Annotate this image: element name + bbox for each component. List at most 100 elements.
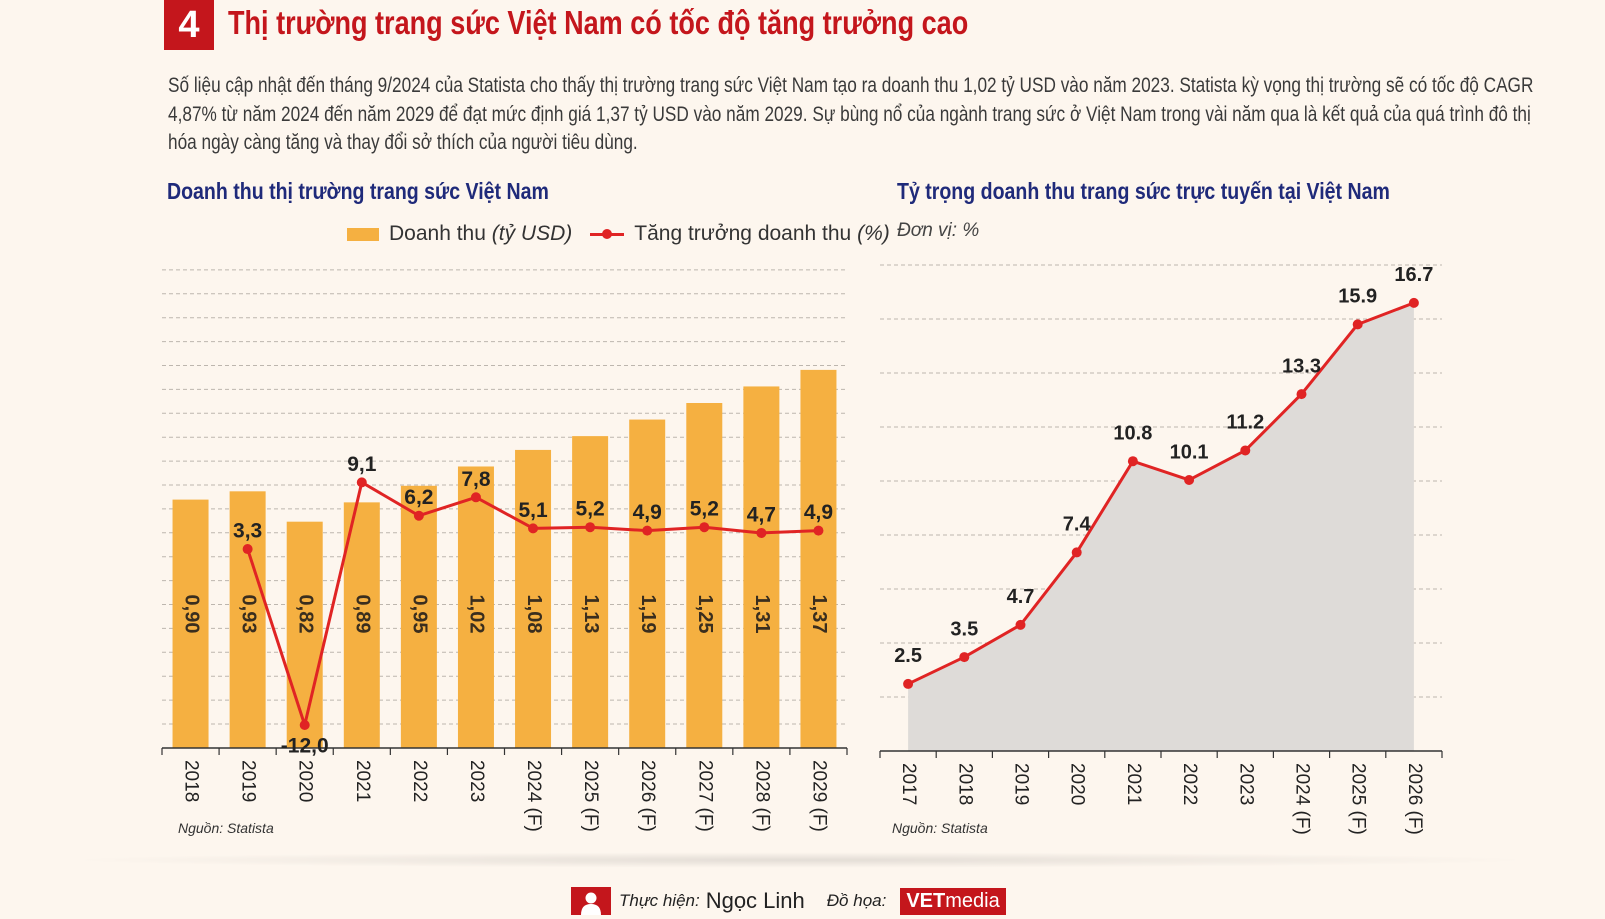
growth-value-label: 9,1 bbox=[347, 453, 377, 476]
bar-value-label: 1,08 bbox=[523, 595, 545, 634]
revenue-bar bbox=[572, 436, 609, 748]
x-tick-label: 2021 bbox=[1123, 763, 1144, 805]
revenue-bar bbox=[172, 499, 209, 748]
bar-value-label: 1,19 bbox=[637, 595, 659, 634]
growth-point bbox=[528, 523, 539, 534]
revenue-chart: 0,90 0,93 0,82 0,89 0,95 1,02 1,08 1,13 1,19 1,25… bbox=[161, 269, 848, 832]
share-point bbox=[1184, 474, 1195, 485]
bar-value-label: 1,02 bbox=[466, 595, 488, 634]
x-tick-label: 2026 (F) bbox=[637, 760, 658, 832]
share-point bbox=[1071, 547, 1082, 558]
revenue-bar bbox=[457, 466, 494, 748]
growth-value-label: 4,9 bbox=[633, 501, 662, 524]
x-tick-label: 2018 bbox=[954, 763, 975, 805]
share-value-label: 10.8 bbox=[1113, 422, 1152, 444]
page-title: Thị trường trang sức Việt Nam có tốc độ … bbox=[228, 4, 969, 41]
x-tick-label: 2023 bbox=[466, 760, 487, 802]
bar-value-label: 0,82 bbox=[294, 595, 316, 634]
growth-point bbox=[813, 525, 824, 536]
legend-bar-unit: (tỷ USD) bbox=[491, 222, 573, 245]
growth-value-label: -12,0 bbox=[281, 735, 329, 758]
bar-value-label: 1,31 bbox=[751, 595, 773, 634]
x-tick-label: 2022 bbox=[409, 760, 430, 802]
share-value-label: 4.7 bbox=[1007, 586, 1035, 608]
graphics-label: Đồ họa: bbox=[826, 891, 887, 910]
x-tick-label: 2029 (F) bbox=[808, 760, 829, 832]
x-tick-label: 2021 bbox=[352, 760, 373, 802]
x-tick-label: 2019 bbox=[1010, 763, 1031, 805]
growth-point bbox=[699, 522, 710, 533]
x-tick-label: 2025 (F) bbox=[580, 760, 601, 832]
share-value-label: 15.9 bbox=[1338, 286, 1377, 308]
growth-value-label: 5,2 bbox=[576, 498, 605, 521]
growth-point bbox=[756, 527, 767, 538]
legend-bar-swatch bbox=[347, 227, 379, 241]
bar-value-label: 0,90 bbox=[180, 595, 202, 634]
growth-point bbox=[242, 544, 253, 555]
bar-value-label: 0,95 bbox=[409, 595, 431, 634]
growth-value-label: 3,3 bbox=[233, 520, 262, 543]
growth-value-label: 7,8 bbox=[461, 468, 491, 491]
x-tick-label: 2025 (F) bbox=[1348, 763, 1369, 835]
online-share-chart: 2.5 3.5 4.7 7.4 10.8 10.1 11.2 13.3 15.9 16.7 2017… bbox=[879, 264, 1443, 835]
growth-point bbox=[585, 522, 596, 533]
growth-point bbox=[470, 492, 481, 503]
growth-value-label: 6,2 bbox=[404, 486, 433, 509]
bar-value-label: 0,93 bbox=[237, 595, 259, 634]
intro-paragraph: Số liệu cập nhật đến tháng 9/2024 của St… bbox=[168, 74, 1534, 154]
share-point bbox=[1352, 319, 1363, 330]
share-value-label: 10.1 bbox=[1170, 441, 1209, 463]
revenue-bar bbox=[743, 386, 780, 748]
share-value-label: 11.2 bbox=[1226, 412, 1264, 434]
x-tick-label: 2023 bbox=[1235, 763, 1256, 805]
x-tick-label: 2022 bbox=[1179, 763, 1200, 805]
share-line bbox=[907, 301, 1415, 686]
x-tick-label: 2020 bbox=[1067, 763, 1088, 805]
growth-value-label: 4,9 bbox=[804, 501, 833, 524]
bar-value-label: 1,37 bbox=[808, 595, 830, 634]
growth-value-label: 4,7 bbox=[747, 503, 776, 526]
share-point bbox=[959, 652, 970, 663]
footer-credits: Thực hiện: Ngọc Linh Đồ họa: VETmedia bbox=[571, 886, 1006, 916]
footer-divider-shadow bbox=[60, 852, 1540, 868]
x-tick-label: 2028 (F) bbox=[751, 760, 772, 832]
left-chart-source: Nguồn: Statista bbox=[178, 820, 274, 836]
x-tick-label: 2026 (F) bbox=[1404, 763, 1425, 835]
growth-point bbox=[299, 720, 310, 730]
growth-value-label: 5,2 bbox=[690, 498, 719, 521]
bar-value-label: 1,25 bbox=[694, 595, 716, 634]
growth-point bbox=[356, 477, 367, 488]
x-tick-label: 2020 bbox=[295, 760, 316, 802]
legend-line-unit: (%) bbox=[857, 222, 890, 245]
share-point bbox=[1127, 456, 1138, 467]
right-chart-unit: Đơn vị: % bbox=[897, 220, 980, 241]
revenue-bar bbox=[229, 491, 266, 748]
legend-bar-label: Doanh thu bbox=[389, 222, 486, 245]
growth-value-label: 5,1 bbox=[518, 499, 548, 522]
legend-line-swatch bbox=[590, 228, 625, 239]
revenue-bar bbox=[400, 485, 437, 748]
x-tick-label: 2024 (F) bbox=[523, 760, 544, 832]
legend-line-label: Tăng trưởng doanh thu bbox=[634, 222, 852, 245]
share-point bbox=[903, 678, 914, 689]
revenue-bar bbox=[800, 369, 837, 748]
x-tick-label: 2017 bbox=[898, 763, 919, 805]
revenue-bar bbox=[515, 449, 552, 748]
growth-point bbox=[642, 525, 653, 536]
share-area bbox=[908, 302, 1414, 751]
left-chart-legend: Doanh thu (tỷ USD) Tăng trưởng doanh thu… bbox=[347, 222, 890, 246]
section-number-badge: 4 bbox=[164, 0, 214, 50]
share-value-label: 7.4 bbox=[1063, 514, 1092, 536]
growth-point bbox=[413, 510, 424, 521]
bar-value-label: 0,89 bbox=[352, 595, 374, 634]
right-chart-source: Nguồn: Statista bbox=[892, 820, 988, 836]
x-tick-label: 2024 (F) bbox=[1291, 763, 1312, 835]
x-tick-label: 2027 (F) bbox=[694, 760, 715, 832]
bar-value-label: 1,13 bbox=[580, 595, 602, 634]
revenue-bar bbox=[686, 403, 723, 748]
vetmedia-logo: VETmedia bbox=[900, 887, 1006, 915]
revenue-bar bbox=[286, 521, 323, 748]
revenue-bar bbox=[629, 419, 666, 748]
credit-label: Thực hiện: bbox=[619, 891, 700, 910]
author-name: Ngọc Linh bbox=[705, 888, 805, 913]
